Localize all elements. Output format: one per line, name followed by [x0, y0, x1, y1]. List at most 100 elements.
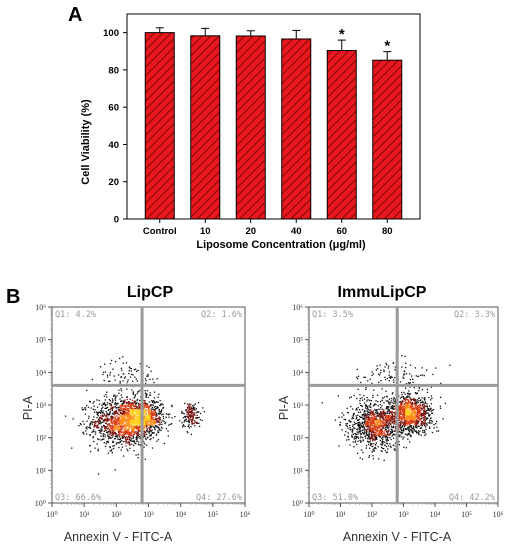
flow-event [106, 417, 109, 419]
flow-event [429, 405, 431, 407]
flow-event [120, 404, 122, 406]
flow-event [399, 431, 401, 433]
flow-event [381, 441, 383, 443]
flow-event [110, 407, 112, 410]
flow-event [355, 409, 357, 411]
flow-event [394, 368, 396, 371]
flow-event [424, 410, 426, 412]
flow-event [370, 400, 373, 402]
flow-event [394, 422, 396, 424]
flow-event [121, 446, 124, 448]
flow-event [191, 405, 194, 407]
flow-event [92, 408, 95, 410]
flow-event [154, 425, 157, 427]
flow-event [405, 402, 407, 404]
flow-event [372, 396, 374, 399]
flow-event [89, 445, 91, 447]
flow-event [427, 407, 429, 410]
flow-event [88, 415, 90, 417]
flow-event [156, 425, 158, 427]
flow-event [430, 395, 433, 397]
flow-event [406, 414, 408, 416]
flow-event [144, 443, 146, 445]
flow-event [378, 420, 380, 422]
flow-event [130, 434, 132, 436]
flow-event [197, 411, 199, 413]
flow-event [139, 426, 142, 428]
flow-event [124, 427, 126, 429]
flow-event [401, 419, 403, 421]
flow-event [104, 363, 106, 365]
flow-event [423, 410, 426, 412]
flow-event [420, 412, 422, 415]
flow-event [109, 380, 111, 382]
flow-event [385, 390, 387, 392]
flow-event [369, 424, 371, 426]
flow-event [97, 420, 100, 422]
flow-event [94, 447, 96, 449]
flow-event [373, 404, 375, 406]
flow-event [159, 412, 161, 414]
flow-event [125, 413, 128, 415]
flow-event [124, 417, 126, 419]
flow-event [373, 416, 375, 418]
flow-event [399, 423, 402, 425]
flow-event [384, 424, 386, 426]
flow-event [116, 419, 118, 421]
flow-event [97, 420, 99, 423]
flow-event [402, 417, 405, 419]
flow-event [107, 431, 109, 433]
flow-event [111, 398, 114, 400]
flow-event [139, 437, 141, 440]
flow-event [145, 413, 147, 416]
flow-event [127, 414, 129, 416]
flow-event [372, 429, 374, 432]
flow-event [106, 420, 108, 423]
flow-event [113, 438, 116, 440]
flow-event [412, 425, 415, 427]
flow-event [132, 411, 135, 413]
flow-event [106, 418, 108, 420]
flow-event [379, 400, 382, 403]
flow-event [130, 421, 133, 423]
flow-plot-immulipcp: ImmuLipCP Annexin V - FITC-A PI-A 10⁰10⁰… [277, 284, 504, 544]
flow-event [428, 426, 431, 428]
flow-event [116, 442, 118, 444]
flow-event [400, 403, 402, 406]
flow-event [338, 445, 340, 447]
flow-event [118, 434, 121, 436]
flow-event [169, 423, 171, 425]
flow-event [388, 402, 390, 404]
flow-event [98, 411, 100, 413]
flow-event [97, 415, 99, 417]
flow-event [357, 440, 359, 442]
flow-event [409, 418, 412, 420]
flow-event [403, 415, 405, 417]
flow-event [388, 408, 390, 411]
flow-event [129, 403, 131, 406]
flow-event [127, 421, 130, 423]
flow-event [389, 437, 391, 439]
flow-event [416, 413, 418, 415]
flow-event [137, 410, 139, 412]
flow-event [115, 428, 118, 430]
flow-event [95, 420, 97, 423]
flow-event [150, 434, 152, 436]
flow-event [150, 419, 153, 422]
flow-event [409, 421, 412, 423]
flow-event [381, 443, 383, 446]
flow-event [398, 409, 400, 411]
flow-event [387, 410, 389, 412]
flow-event [422, 431, 424, 433]
flow-event [188, 420, 190, 422]
flow-event [95, 422, 97, 424]
flow-event [104, 429, 106, 431]
flow-event [379, 374, 381, 376]
flow-event [120, 400, 122, 402]
flow-event [82, 432, 84, 434]
flow-event [165, 422, 167, 424]
flow-event [150, 423, 152, 425]
flow-event [391, 411, 394, 413]
flow-event [123, 424, 126, 426]
